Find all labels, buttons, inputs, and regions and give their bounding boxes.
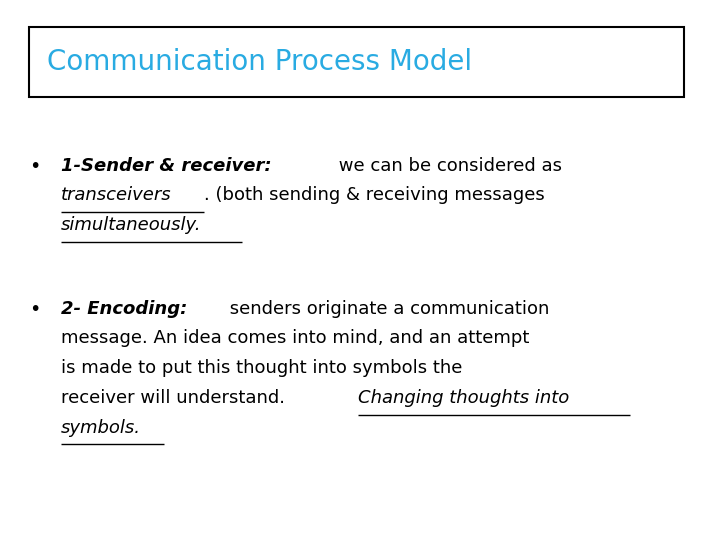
Text: •: • xyxy=(29,300,40,319)
Text: . (both sending & receiving messages: . (both sending & receiving messages xyxy=(204,186,545,204)
Text: 2- Encoding:: 2- Encoding: xyxy=(61,300,188,318)
FancyBboxPatch shape xyxy=(29,27,684,97)
Text: Changing thoughts into: Changing thoughts into xyxy=(358,389,569,407)
Text: symbols.: symbols. xyxy=(61,418,141,436)
Text: receiver will understand.: receiver will understand. xyxy=(61,389,291,407)
Text: we can be considered as: we can be considered as xyxy=(333,157,562,174)
Text: •: • xyxy=(29,157,40,176)
Text: is made to put this thought into symbols the: is made to put this thought into symbols… xyxy=(61,359,462,377)
Text: message. An idea comes into mind, and an attempt: message. An idea comes into mind, and an… xyxy=(61,329,530,347)
Text: 1-Sender & receiver:: 1-Sender & receiver: xyxy=(61,157,272,174)
Text: simultaneously.: simultaneously. xyxy=(61,216,202,234)
Text: Communication Process Model: Communication Process Model xyxy=(47,48,472,76)
Text: senders originate a communication: senders originate a communication xyxy=(224,300,549,318)
Text: transceivers: transceivers xyxy=(61,186,172,204)
